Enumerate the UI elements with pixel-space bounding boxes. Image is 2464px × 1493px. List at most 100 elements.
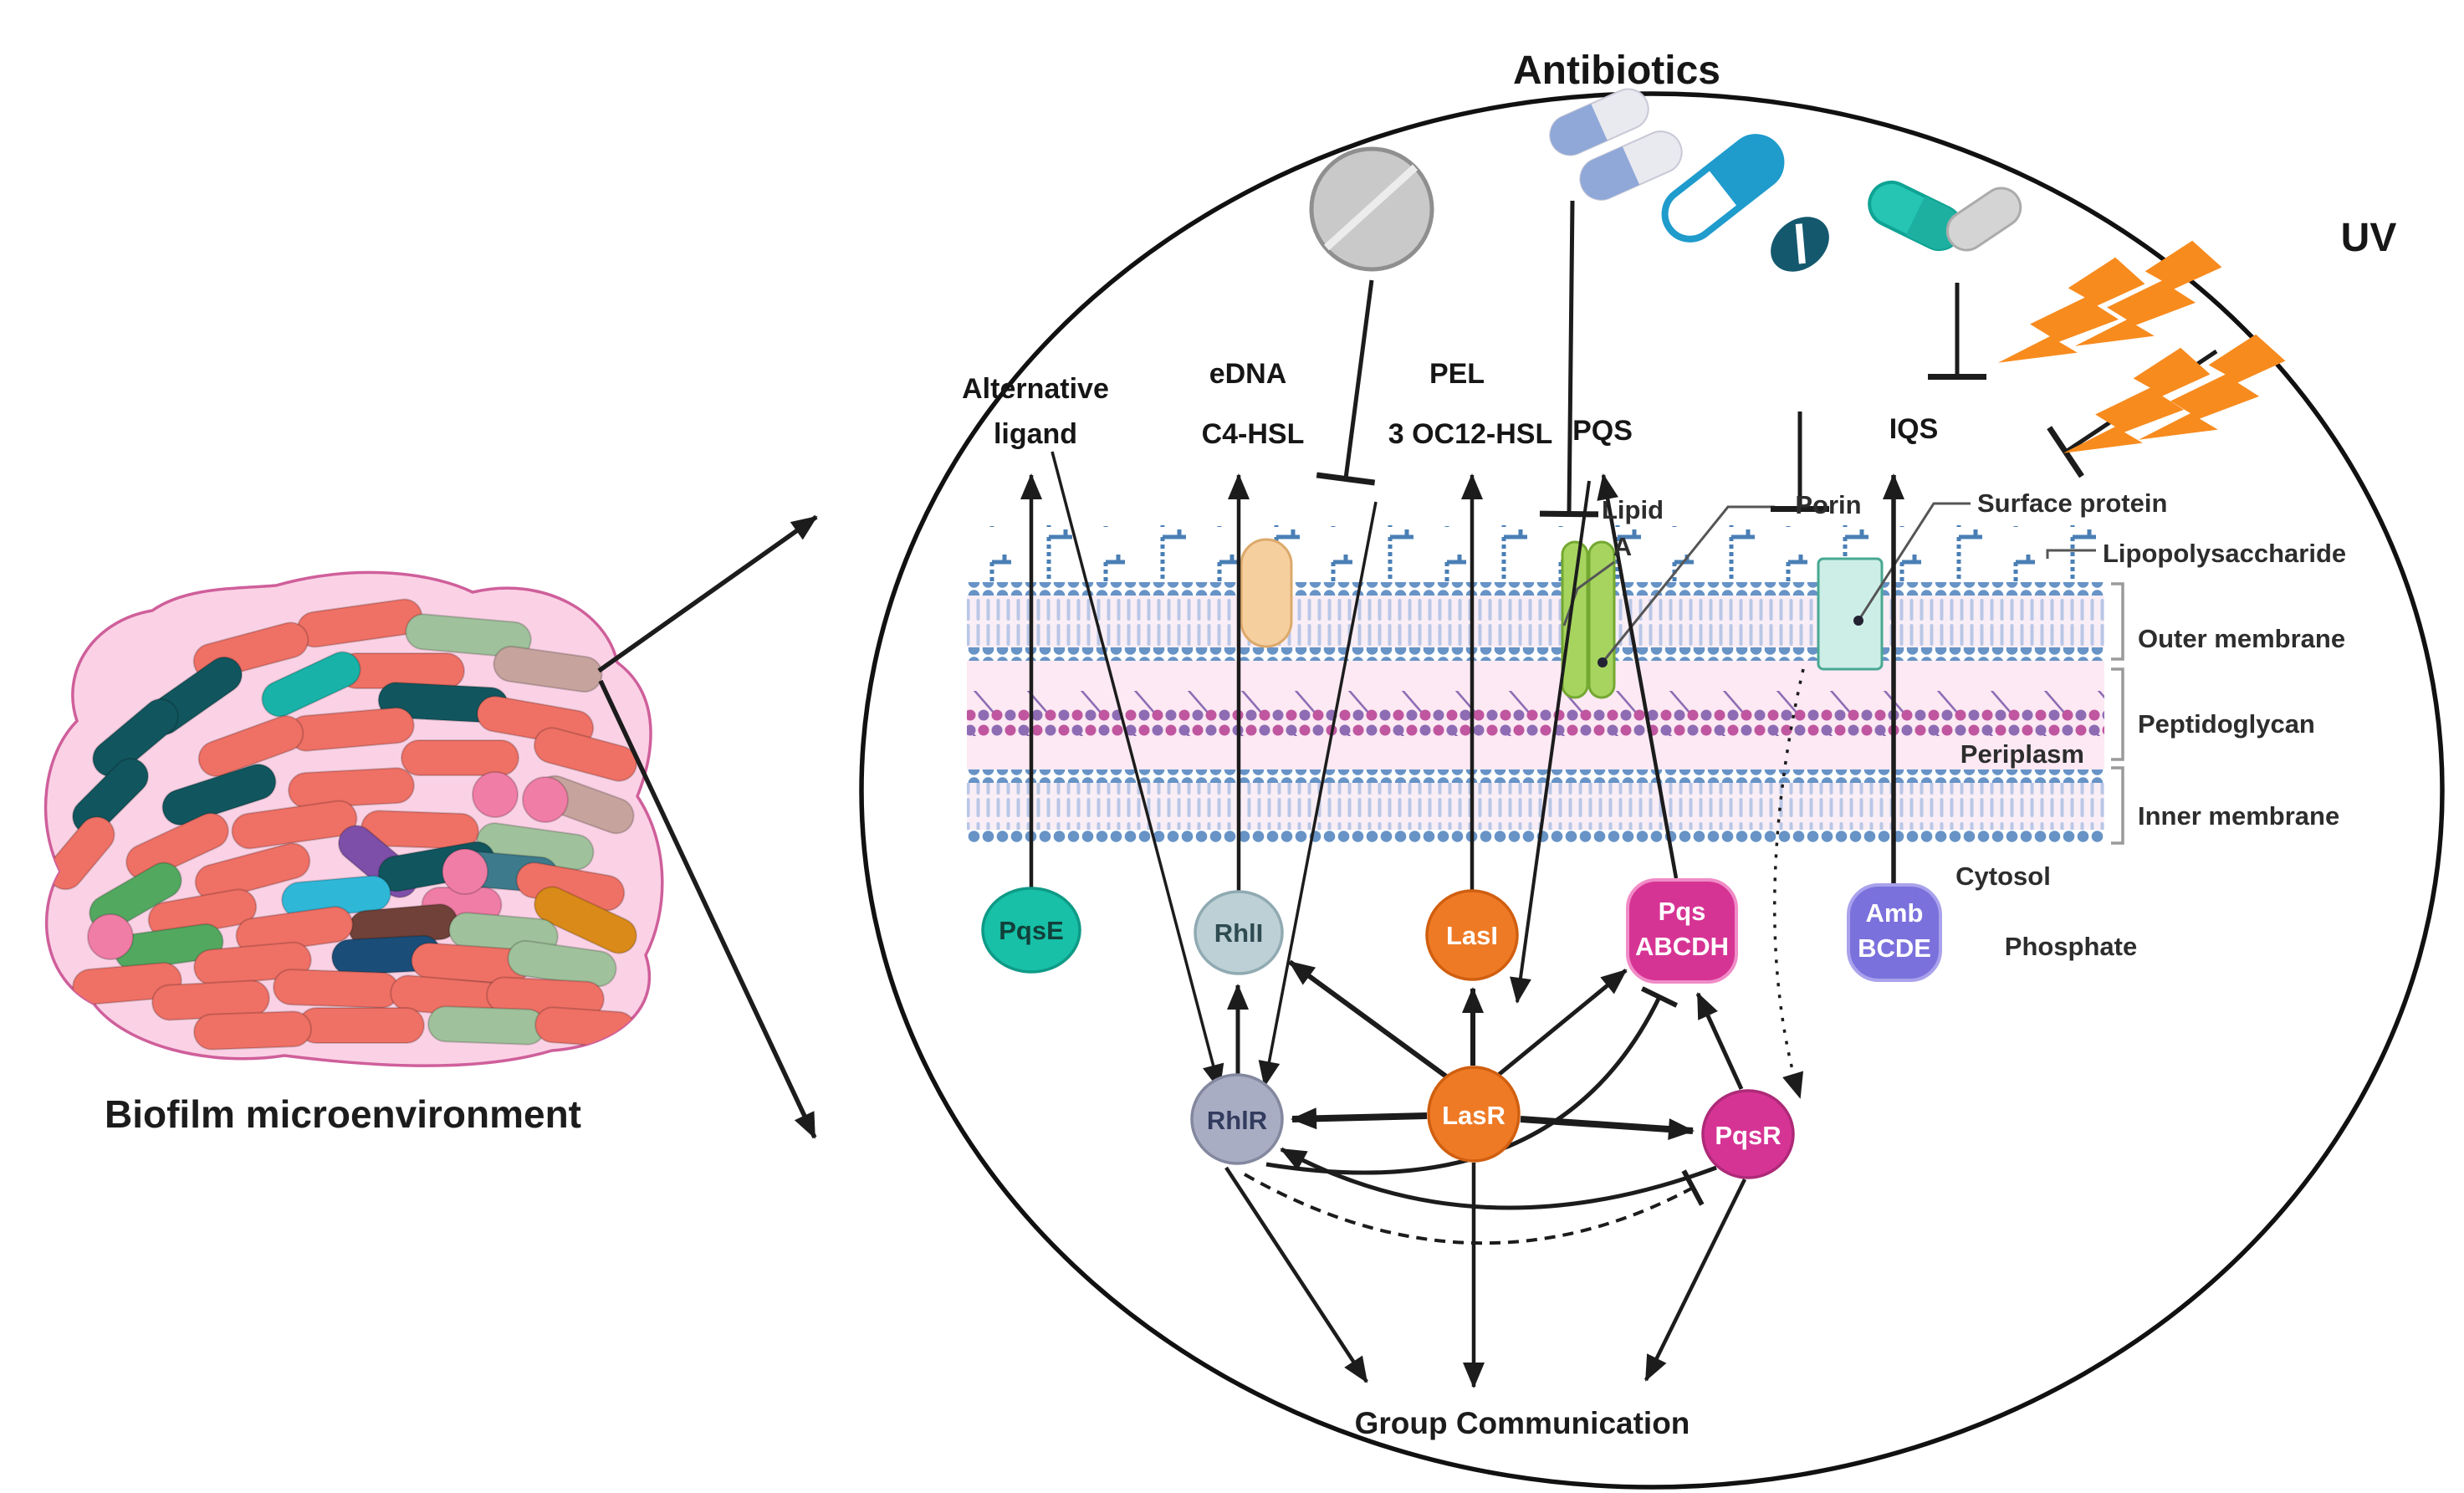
node-rhli: RhlI bbox=[1194, 890, 1284, 975]
bacterium-rod bbox=[193, 1010, 312, 1051]
bacterium-coccus bbox=[472, 771, 519, 818]
lasr-to-rhlr-arrow bbox=[1291, 1107, 1428, 1130]
lipid-a-label-line2: A bbox=[1613, 532, 1632, 561]
lasr-to-rhli-arrow bbox=[1288, 959, 1454, 1083]
bacterium-rod bbox=[71, 757, 150, 836]
rhlr-inhibits-abcdh-line bbox=[1265, 986, 1679, 1175]
group-communication-label: Group Communication bbox=[1355, 1406, 1690, 1440]
bacterium-rod bbox=[427, 1005, 546, 1046]
uv-lightning-bolts-icon bbox=[1997, 228, 2289, 494]
alternative-ligand-label-line2: ligand bbox=[994, 418, 1077, 450]
capsule-and-pill-icon bbox=[1661, 134, 1829, 272]
pqs-label: PQS bbox=[1572, 415, 1633, 447]
inner-membrane-layer bbox=[967, 830, 2104, 843]
bacterium-rod bbox=[401, 739, 519, 776]
pqs-diffusion-down-arrow bbox=[1510, 480, 1591, 1004]
pel-label: PEL bbox=[1429, 358, 1485, 390]
node-pqsr: PqsR bbox=[1701, 1089, 1795, 1179]
node-pqse-label: PqsE bbox=[999, 916, 1064, 945]
bacterium-rod bbox=[534, 886, 637, 954]
iqs-label: IQS bbox=[1889, 413, 1939, 445]
surface-protein-label: Surface protein bbox=[1977, 488, 2167, 518]
bacterium-rod bbox=[89, 862, 182, 932]
node-lasi-label: LasI bbox=[1446, 921, 1498, 950]
peptidoglycan-label: Peptidoglycan bbox=[2138, 709, 2315, 739]
quorum-sensing-edges bbox=[1224, 959, 1747, 1388]
node-pqsr-label: PqsR bbox=[1715, 1121, 1781, 1150]
bacterium-rod bbox=[231, 800, 358, 850]
porin-protein bbox=[1561, 540, 1616, 699]
node-rhli-label: RhlI bbox=[1214, 918, 1264, 948]
bacterium-rod bbox=[125, 812, 229, 881]
oc12-hsl-label: 3 OC12-HSL bbox=[1388, 418, 1553, 450]
membrane-brackets bbox=[2111, 582, 2124, 845]
efflux-pump-protein bbox=[1240, 538, 1293, 648]
protein-nodes: PqsE RhlI LasI Pqs ABCDH Amb BCDE RhlR L… bbox=[981, 878, 1942, 1179]
bacterium-rod bbox=[197, 714, 304, 778]
tablet-pill-icon bbox=[1309, 146, 1434, 272]
node-lasr: LasR bbox=[1427, 1066, 1521, 1163]
porin-label: Porin bbox=[1795, 490, 1861, 519]
lasr-to-abcdh-arrow bbox=[1494, 969, 1628, 1079]
abcdh-to-pqs-arrow bbox=[1597, 473, 1679, 879]
node-pqs-abcdh-label1: Pqs bbox=[1659, 897, 1706, 926]
pqsr-to-group-communication-arrow bbox=[1644, 1179, 1747, 1382]
biofilm-zoom-arrow-top bbox=[597, 514, 818, 673]
antibiotics-title: Antibiotics bbox=[1513, 49, 1720, 93]
node-lasr-label: LasR bbox=[1442, 1101, 1505, 1130]
alternative-ligand-to-rhlr-line bbox=[1051, 451, 1224, 1091]
node-rhlr: RhlR bbox=[1190, 1073, 1284, 1165]
uv-label: UV bbox=[2341, 216, 2397, 260]
antibiotic-inhibition-lines bbox=[1316, 200, 1986, 518]
bacterium-rod bbox=[273, 969, 400, 1009]
peptidoglycan-layer bbox=[967, 691, 2104, 736]
node-lasi: LasI bbox=[1425, 889, 1519, 981]
bacterium-coccus bbox=[87, 913, 134, 960]
bacterium-rod bbox=[405, 613, 532, 658]
lipopolysaccharide-layer bbox=[967, 525, 2104, 584]
bacterium-rod bbox=[72, 962, 182, 1005]
biofilm-label: Biofilm microenvironment bbox=[105, 1092, 581, 1136]
alternative-ligand-label-line1: Alternative bbox=[962, 373, 1109, 405]
bacterium-rod bbox=[534, 1006, 636, 1048]
rhlr-to-group-communication-arrow bbox=[1224, 1166, 1368, 1383]
lipid-a-label-line1: Lipid bbox=[1602, 495, 1664, 524]
bacterium-rod bbox=[533, 727, 638, 782]
bacteria-rods bbox=[47, 598, 638, 1051]
pqsr-to-abcdh-arrow bbox=[1695, 992, 1744, 1091]
node-amb-bcde: Amb BCDE bbox=[1847, 883, 1942, 982]
bacterium-rod bbox=[261, 651, 361, 718]
outer-membrane-layer bbox=[967, 647, 2104, 661]
node-rhlr-label: RhlR bbox=[1207, 1106, 1267, 1135]
outer-membrane-label: Outer membrane bbox=[2138, 624, 2345, 653]
teal-capsule-pair-icon bbox=[1868, 180, 2022, 252]
inner-membrane-label: Inner membrane bbox=[2138, 801, 2339, 831]
cell-envelope bbox=[967, 525, 2104, 843]
biofilm-illustration bbox=[43, 570, 664, 1067]
node-pqs-abcdh: Pqs ABCDH bbox=[1626, 878, 1738, 984]
periplasm-label: Periplasm bbox=[1960, 739, 2084, 769]
node-amb-bcde-label1: Amb bbox=[1866, 898, 1924, 928]
cytosol-label: Cytosol bbox=[1955, 862, 2051, 891]
lipopolysaccharide-label: Lipopolysaccharide bbox=[2103, 539, 2346, 568]
ligand-return-to-rhlr-line bbox=[1258, 501, 1378, 1087]
bacterium-rod bbox=[298, 1007, 425, 1044]
phosphate-label: Phosphate bbox=[2005, 932, 2137, 961]
node-amb-bcde-label2: BCDE bbox=[1858, 933, 1931, 963]
edna-label: eDNA bbox=[1209, 358, 1287, 390]
bacterium-rod bbox=[92, 698, 179, 778]
bacterium-coccus bbox=[442, 848, 488, 895]
biofilm-zoom-arrow-bottom bbox=[598, 679, 817, 1139]
node-pqs-abcdh-label2: ABCDH bbox=[1635, 932, 1729, 961]
bacterium-rod bbox=[161, 763, 277, 826]
bacterium-rod bbox=[288, 767, 415, 809]
capsule-pair-icon bbox=[1549, 88, 1683, 201]
bacterium-rod bbox=[47, 816, 115, 891]
annotation-pointers bbox=[1562, 502, 2096, 667]
node-pqse: PqsE bbox=[981, 887, 1081, 974]
biofilm-to-cell-arrows bbox=[597, 514, 818, 1139]
lasr-to-pqsr-arrow bbox=[1520, 1116, 1695, 1141]
c4-hsl-label: C4-HSL bbox=[1202, 418, 1305, 450]
pqsr-to-rhlr-arrow bbox=[1280, 1147, 1717, 1210]
